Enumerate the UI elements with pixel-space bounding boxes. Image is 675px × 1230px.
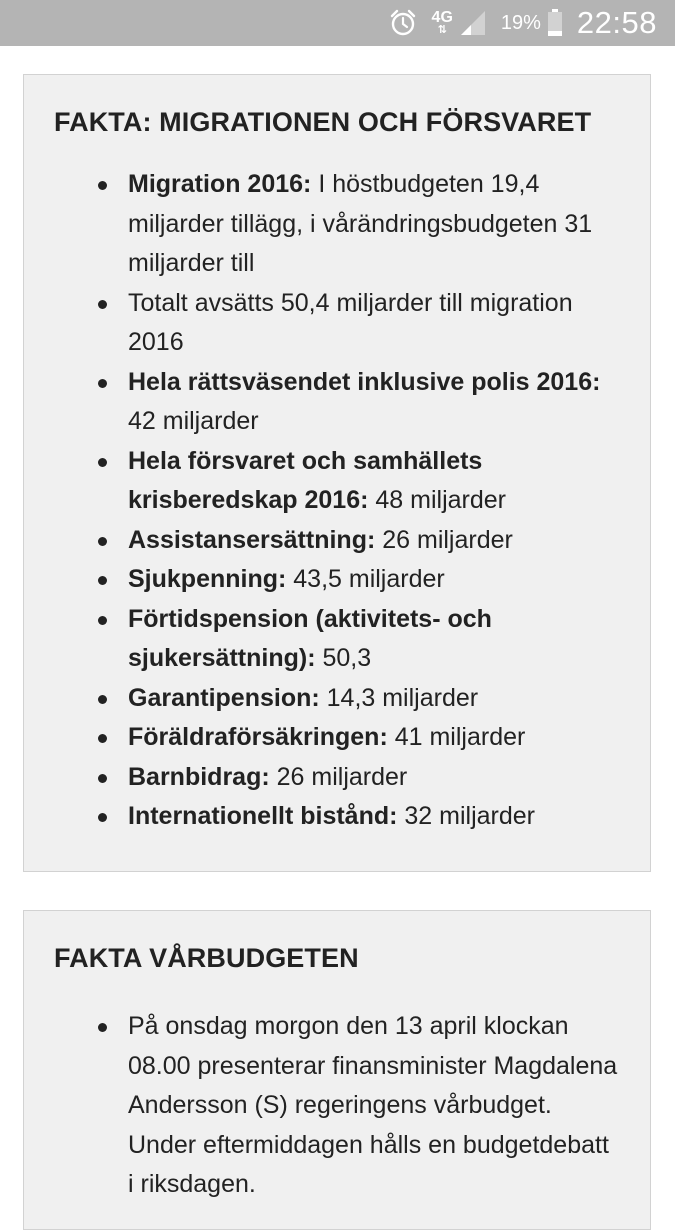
item-label: Förtidspension (aktivitets- och sjukersä… — [128, 604, 492, 673]
signal-icon — [459, 10, 487, 36]
battery-icon — [547, 9, 563, 37]
bullet-icon — [98, 615, 107, 625]
list-item: Förtidspension (aktivitets- och sjukersä… — [98, 600, 620, 679]
bullet-icon — [98, 299, 107, 309]
item-text: 14,3 miljarder — [319, 683, 479, 712]
bullet-icon — [98, 734, 107, 743]
item-label: Sjukpenning: — [128, 565, 287, 593]
item-label: Assistansersättning: — [128, 525, 376, 554]
bullet-icon — [98, 694, 107, 704]
item-label: Migration 2016: — [128, 170, 312, 198]
list-item: Internationellt bistånd: 32 miljarder — [98, 797, 620, 837]
bullet-icon — [98, 536, 107, 546]
list-item: Garantipension: 14,3 miljarder — [98, 679, 620, 719]
status-bar: 4G ⇅ 19% 22:58 — [0, 0, 675, 46]
fact-box-title: FAKTA: MIGRATIONEN OCH FÖRSVARET — [54, 107, 592, 137]
item-label: Garantipension: — [128, 683, 320, 712]
network-indicator: 4G ⇅ — [431, 9, 453, 36]
item-text: Totalt avsätts 50,4 miljarder till migra… — [128, 288, 573, 357]
list-item: Föräldraförsäkringen: 41 miljarder — [98, 718, 620, 758]
list-item: Hela rättsväsendet inklusive polis 2016:… — [98, 363, 620, 442]
item-label: Internationellt bistånd: — [128, 802, 398, 830]
bullet-icon — [98, 181, 107, 190]
network-arrows-icon: ⇅ — [437, 24, 447, 36]
bullet-icon — [98, 813, 107, 822]
item-label: Föräldraförsäkringen: — [128, 723, 388, 751]
list-item: Sjukpenning: 43,5 miljarder — [98, 560, 620, 600]
fact-list: På onsdag morgon den 13 april klockan 08… — [54, 1007, 620, 1205]
status-clock: 22:58 — [576, 5, 657, 40]
item-text: 42 miljarder — [128, 407, 259, 435]
item-text: 26 miljarder — [269, 762, 408, 791]
item-text: 50,3 — [315, 644, 372, 672]
item-text: 32 miljarder — [397, 802, 536, 830]
item-label: Barnbidrag: — [128, 762, 270, 791]
list-item: Assistansersättning: 26 miljarder — [98, 521, 620, 561]
battery-percent: 19% — [500, 11, 541, 34]
bullet-icon — [98, 457, 107, 467]
fact-box-migration: FAKTA: MIGRATIONEN OCH FÖRSVARET Migrati… — [23, 74, 651, 872]
item-text: I höstbudgeten 19,4 miljarder tillägg, i… — [128, 170, 593, 277]
list-item: Barnbidrag: 26 miljarder — [98, 758, 620, 798]
bullet-icon — [98, 378, 107, 388]
bullet-icon — [98, 1023, 107, 1032]
item-text: 43,5 miljarder — [286, 565, 445, 593]
item-text: På onsdag morgon den 13 april klockan 08… — [128, 1012, 618, 1198]
list-item: På onsdag morgon den 13 april klockan 08… — [98, 1007, 620, 1205]
list-item: Hela försvaret och samhällets krisbereds… — [98, 442, 620, 521]
item-text: 41 miljarder — [387, 723, 526, 751]
alarm-clock-icon — [388, 8, 418, 38]
fact-list: Migration 2016: I höstbudgeten 19,4 milj… — [54, 165, 620, 837]
list-item: Migration 2016: I höstbudgeten 19,4 milj… — [98, 165, 620, 284]
list-item: Totalt avsätts 50,4 miljarder till migra… — [98, 284, 620, 363]
bullet-icon — [98, 773, 107, 783]
item-text: 26 miljarder — [375, 525, 513, 554]
item-label: Hela försvaret och samhällets krisbereds… — [128, 446, 483, 515]
bullet-icon — [98, 576, 107, 585]
network-type: 4G — [431, 9, 453, 26]
fact-box-varbudget: FAKTA VÅRBUDGETEN På onsdag morgon den 1… — [23, 910, 651, 1230]
item-text: 48 miljarder — [368, 486, 506, 514]
fact-box-title: FAKTA VÅRBUDGETEN — [54, 943, 359, 973]
item-label: Hela rättsväsendet inklusive polis 2016: — [128, 367, 601, 396]
